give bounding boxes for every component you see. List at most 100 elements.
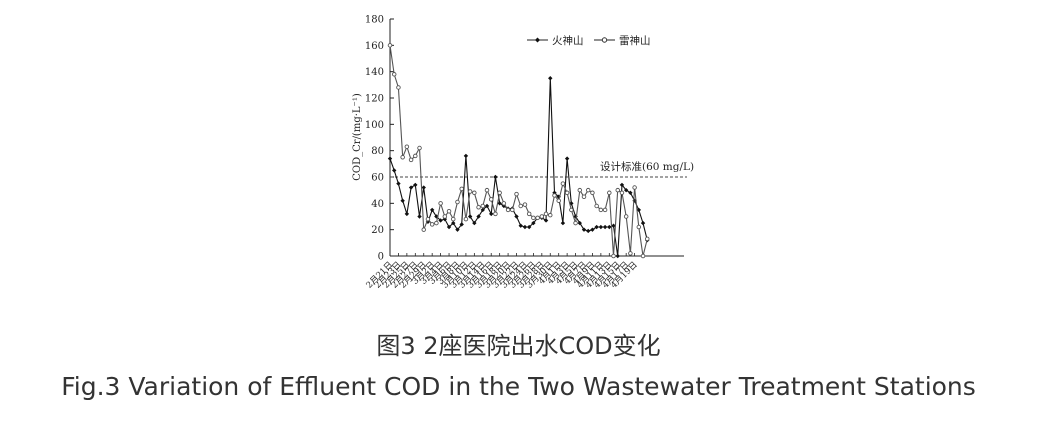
data-point bbox=[594, 224, 599, 230]
y-tick-label: 60 bbox=[371, 173, 384, 184]
data-point bbox=[472, 190, 477, 196]
data-point bbox=[421, 185, 426, 190]
y-tick-label: 40 bbox=[371, 199, 384, 210]
data-point bbox=[438, 218, 443, 223]
data-point bbox=[619, 182, 625, 188]
data-point bbox=[531, 215, 536, 221]
data-point bbox=[581, 194, 587, 199]
data-point bbox=[400, 154, 405, 160]
data-point bbox=[413, 182, 418, 188]
data-point bbox=[505, 207, 511, 213]
data-point bbox=[391, 72, 397, 77]
data-point bbox=[564, 156, 570, 161]
data-point bbox=[400, 198, 405, 203]
data-point bbox=[640, 220, 646, 226]
y-tick-label: 120 bbox=[365, 94, 384, 105]
data-point bbox=[526, 211, 532, 217]
figure-caption-chinese: 图3 2座医院出水COD变化 bbox=[376, 332, 661, 360]
data-point bbox=[628, 251, 633, 256]
data-point bbox=[602, 224, 608, 230]
data-point bbox=[628, 190, 633, 195]
data-point bbox=[615, 187, 620, 193]
data-point bbox=[518, 223, 523, 228]
data-point bbox=[535, 215, 540, 221]
data-point bbox=[539, 214, 545, 219]
data-point bbox=[417, 214, 422, 219]
data-point bbox=[531, 220, 536, 226]
legend-marker bbox=[601, 37, 608, 43]
data-point bbox=[518, 203, 523, 209]
data-point bbox=[396, 181, 401, 186]
data-point bbox=[602, 207, 608, 213]
data-point bbox=[640, 253, 646, 259]
data-point bbox=[581, 227, 587, 232]
data-point bbox=[434, 220, 439, 226]
series-line bbox=[389, 45, 648, 257]
data-point bbox=[451, 220, 456, 226]
data-point bbox=[467, 214, 473, 219]
data-point bbox=[387, 43, 393, 48]
data-point bbox=[425, 216, 431, 222]
data-point bbox=[573, 214, 578, 219]
data-point bbox=[404, 211, 410, 217]
chart-legend: 火神山 雷神山 bbox=[527, 34, 651, 47]
data-point bbox=[585, 187, 591, 193]
data-point bbox=[429, 222, 435, 227]
data-point bbox=[560, 220, 566, 226]
data-point bbox=[463, 216, 469, 222]
data-point bbox=[598, 224, 604, 230]
data-point bbox=[455, 227, 460, 232]
y-axis-label: COD_Cr/(mg·L⁻¹) bbox=[352, 93, 363, 181]
data-point bbox=[484, 187, 490, 193]
data-point bbox=[392, 168, 397, 173]
data-point bbox=[645, 236, 650, 242]
legend-label: 火神山 bbox=[552, 34, 584, 47]
data-point bbox=[488, 197, 494, 202]
data-point bbox=[590, 227, 595, 232]
data-point bbox=[404, 144, 410, 149]
data-point bbox=[543, 211, 549, 217]
data-point bbox=[408, 157, 414, 163]
data-point bbox=[573, 220, 578, 226]
data-point bbox=[459, 222, 464, 227]
data-point bbox=[396, 85, 401, 90]
data-point bbox=[615, 253, 620, 259]
data-point bbox=[417, 145, 422, 151]
data-point bbox=[501, 201, 507, 206]
data-point bbox=[459, 186, 464, 192]
y-tick-label: 0 bbox=[378, 252, 384, 263]
data-point bbox=[548, 212, 553, 218]
data-point bbox=[632, 198, 637, 203]
data-point bbox=[598, 207, 604, 213]
data-point bbox=[590, 190, 595, 196]
y-tick-label: 100 bbox=[365, 120, 384, 131]
legend-marker bbox=[535, 37, 540, 43]
data-point bbox=[467, 189, 473, 194]
data-point bbox=[480, 207, 485, 213]
data-point bbox=[413, 153, 418, 159]
data-point bbox=[387, 156, 393, 161]
data-point bbox=[632, 185, 637, 190]
reference-line-label: 设计标准(60 mg/L) bbox=[600, 160, 694, 173]
data-point bbox=[577, 220, 582, 226]
data-point bbox=[556, 198, 561, 203]
y-tick-label: 20 bbox=[371, 225, 384, 236]
data-point bbox=[455, 199, 460, 205]
data-point bbox=[493, 211, 498, 217]
data-point bbox=[514, 214, 519, 219]
data-point bbox=[438, 201, 443, 206]
data-point bbox=[497, 201, 502, 206]
data-point bbox=[480, 203, 486, 209]
series-leishenshan bbox=[387, 43, 650, 259]
data-point bbox=[442, 214, 448, 219]
y-tick-label: 80 bbox=[371, 146, 384, 157]
data-point bbox=[636, 207, 642, 213]
series-layer bbox=[387, 43, 650, 259]
cod-line-chart: 0 20 40 60 80 100 120 140 160 180 2月21日2月23日2月25日… bbox=[352, 15, 694, 291]
y-axis-ticks: 0 20 40 60 80 100 120 140 160 180 bbox=[365, 15, 394, 263]
data-point bbox=[607, 190, 612, 196]
data-point bbox=[514, 191, 519, 197]
data-point bbox=[446, 208, 452, 214]
data-point bbox=[586, 228, 591, 234]
data-point bbox=[434, 214, 439, 219]
